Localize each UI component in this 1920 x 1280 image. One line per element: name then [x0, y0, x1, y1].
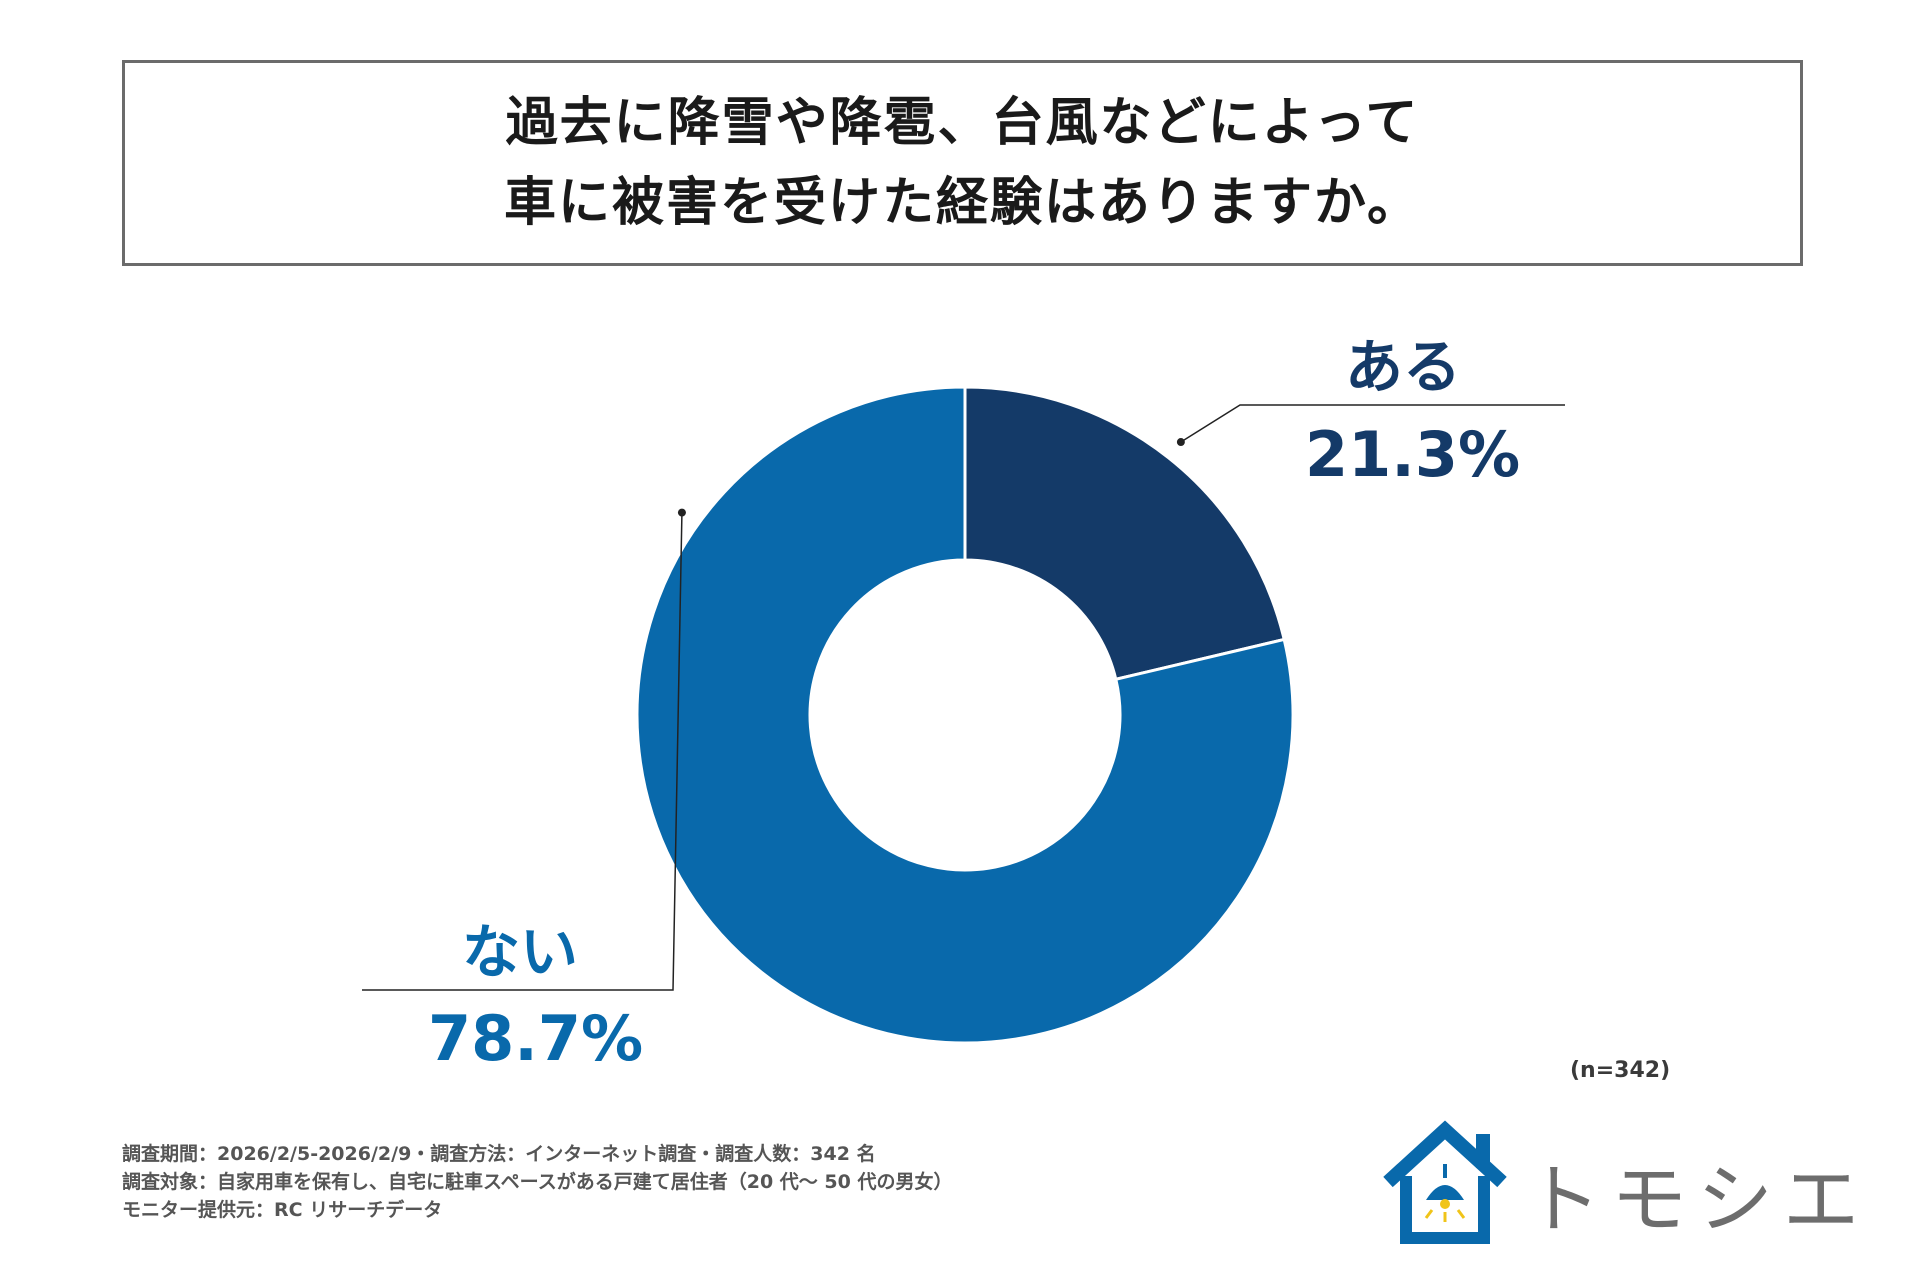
leader-lines [362, 404, 1565, 991]
slice-value-aru: 21.3% [1305, 418, 1521, 491]
logo: トモシエ [1380, 1120, 1859, 1250]
donut-slice-0 [963, 385, 1286, 682]
slice-value-nai: 78.7% [428, 1002, 644, 1075]
leader-dot-0 [1176, 438, 1185, 447]
title-box: 過去に降雪や降雹、台風などによって 車に被害を受けた経験はありますか。 [122, 60, 1803, 266]
donut-slices [635, 385, 1295, 1045]
logo-text: トモシエ [1525, 1155, 1869, 1244]
leader-line-0 [1180, 404, 1565, 443]
slice-label-nai: ない [462, 918, 579, 986]
note-line: 調査期間：2026/2/5-2026/2/9・調査方法：インターネット調査・調査… [122, 1143, 876, 1165]
note-line: モニター提供元：RC リサーチデータ [122, 1199, 443, 1221]
donut-slice-1 [635, 385, 1295, 1045]
house-lamp-icon [1383, 1120, 1507, 1244]
leader-line-1 [362, 512, 683, 991]
note-line: 調査対象：自家用車を保有し、自宅に駐車スペースがある戸建て居住者（20 代～ 5… [122, 1171, 953, 1193]
leader-dot-1 [677, 508, 686, 517]
sample-size: (n=342) [1570, 1058, 1671, 1083]
slice-label-aru: ある [1345, 333, 1462, 401]
title-line-1: 過去に降雪や降雹、台風などによって [505, 93, 1420, 153]
survey-notes: 調査期間：2026/2/5-2026/2/9・調査方法：インターネット調査・調査… [122, 1140, 952, 1224]
title-line-2: 車に被害を受けた経験はありますか。 [504, 173, 1421, 233]
